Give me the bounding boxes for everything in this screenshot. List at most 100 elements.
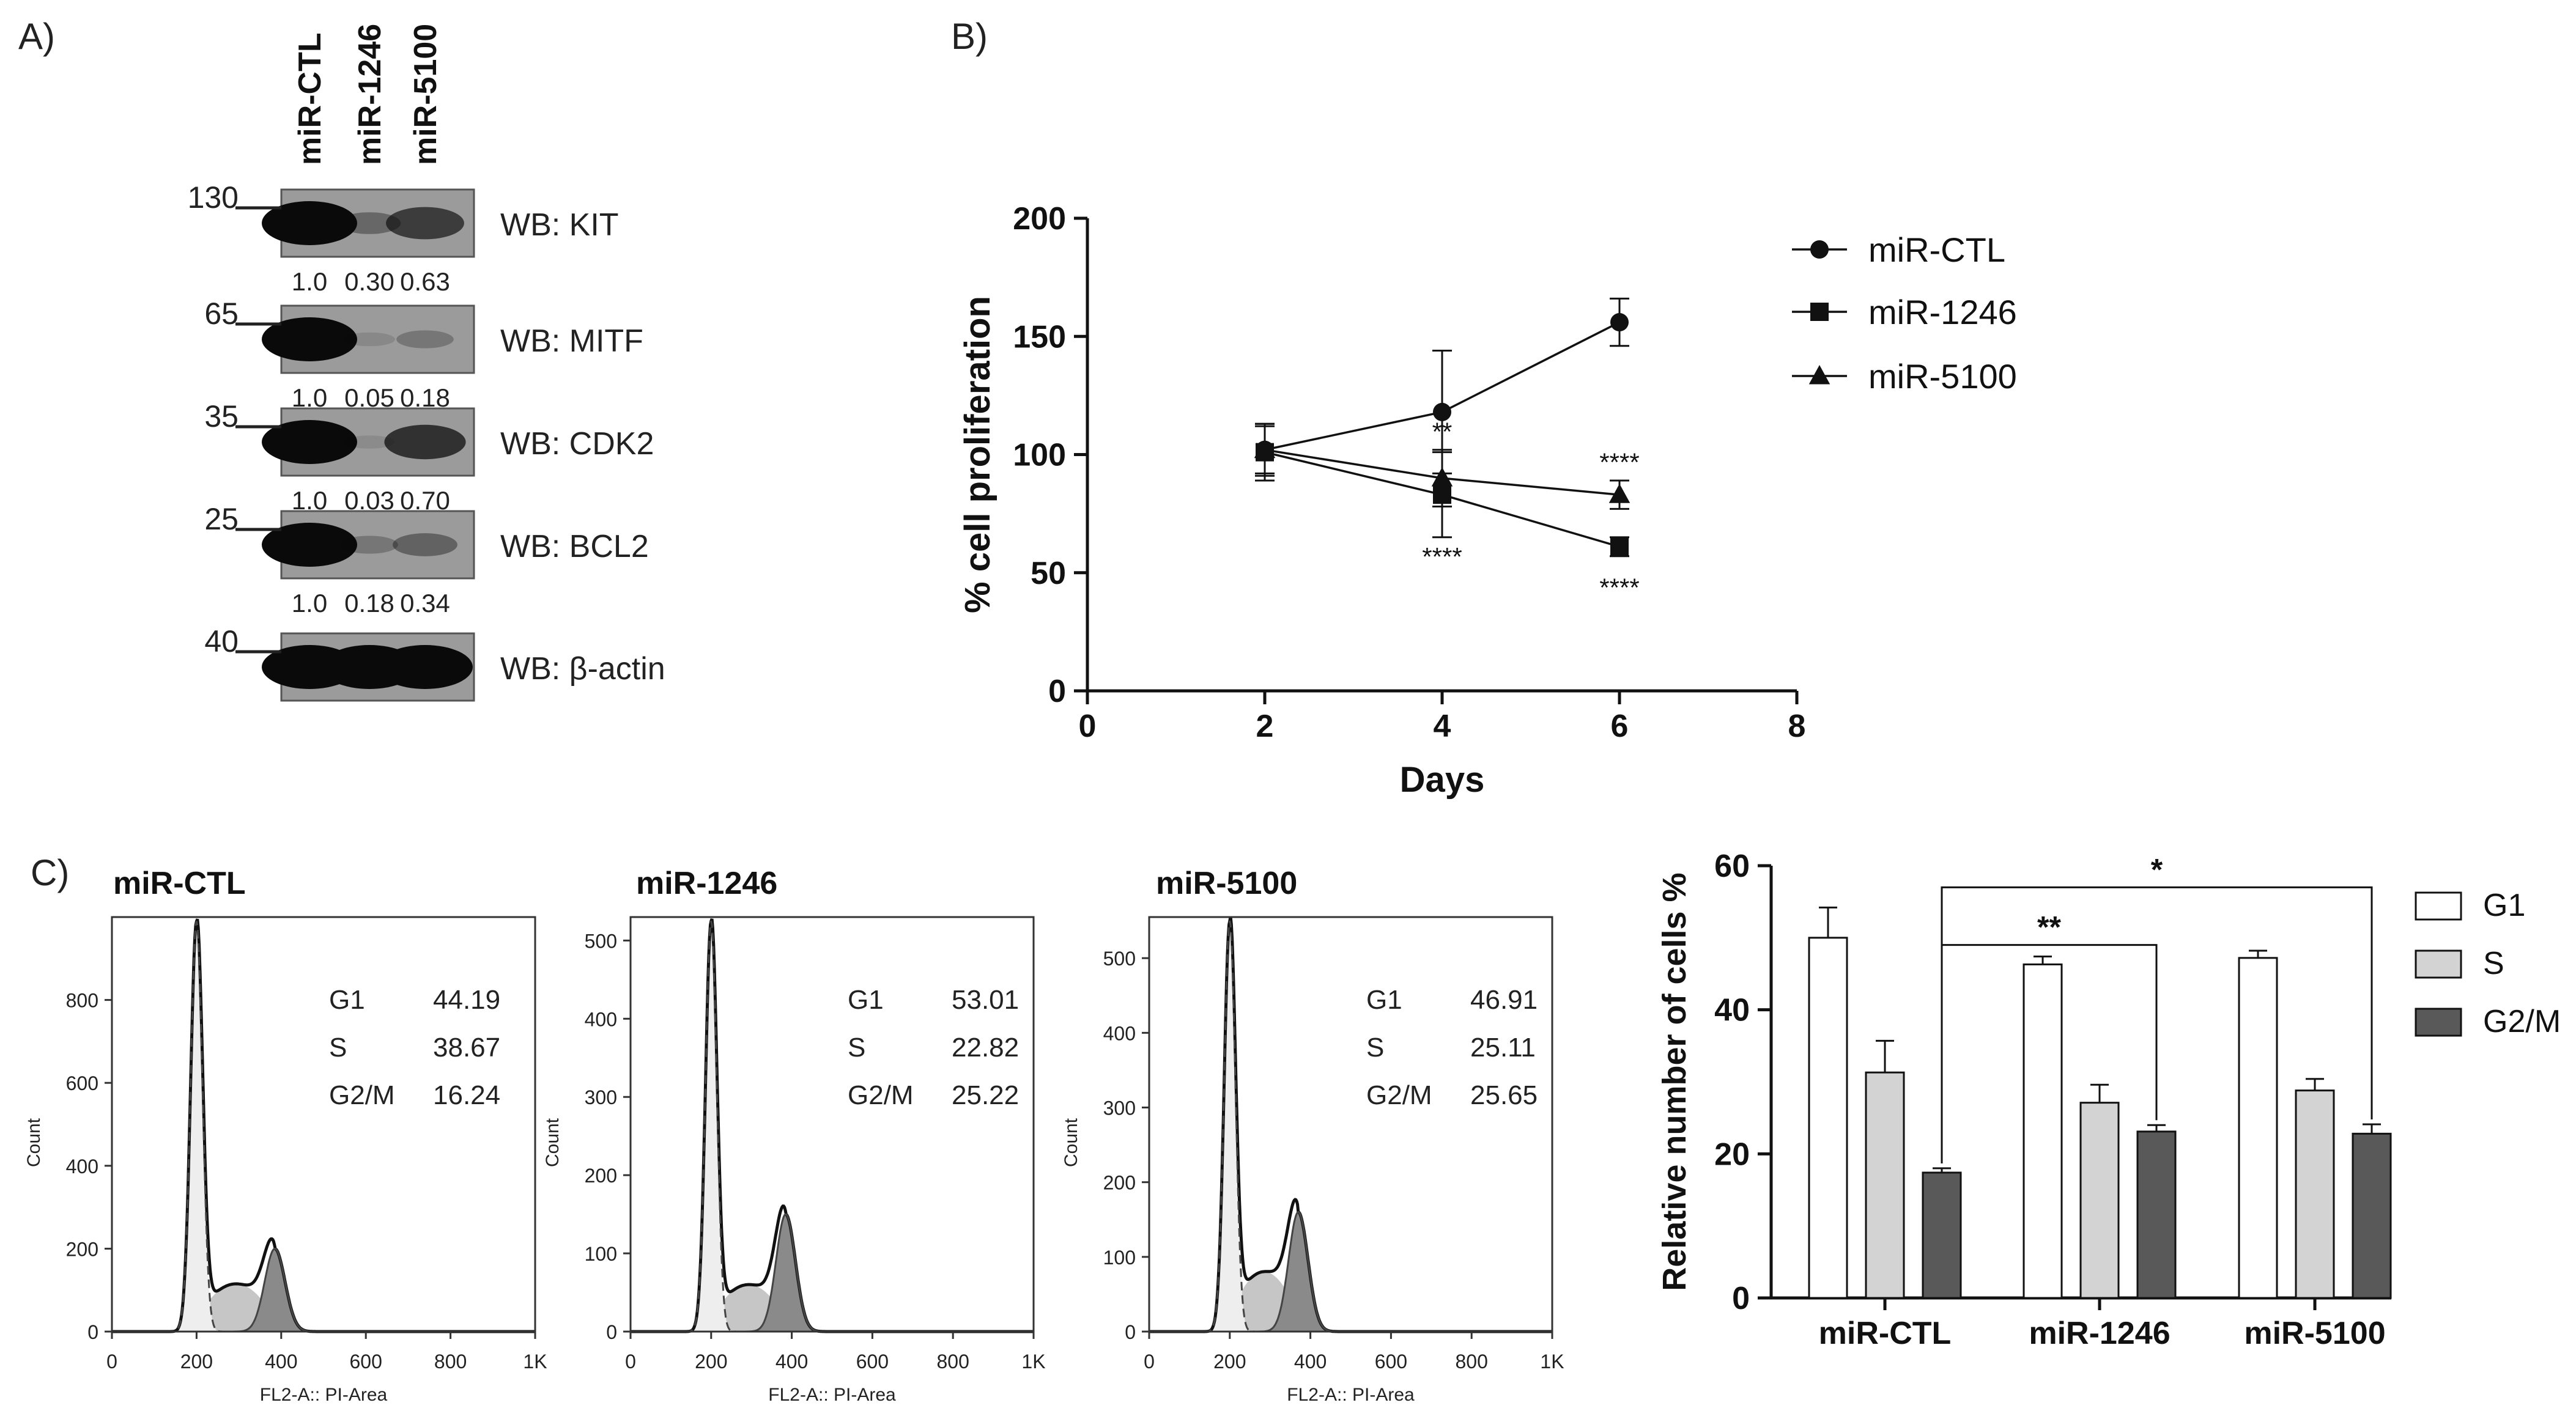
y-tick-label: 40: [1714, 993, 1750, 1028]
x-tick-label: 600: [1375, 1351, 1407, 1373]
phase-value: 38.67: [433, 1033, 500, 1063]
western-blot-panel: miR-CTL miR-1246 miR-5100 130 WB: KIT 1.0 0.30…: [188, 24, 665, 702]
y-tick-label: 600: [66, 1072, 98, 1094]
blot-label: WB: β-actin: [500, 651, 665, 687]
legend-label: G2/M: [2483, 1004, 2561, 1039]
x-tick-label: 200: [1213, 1351, 1246, 1373]
significance-mark: ****: [1599, 448, 1639, 477]
x-tick-label: 600: [350, 1351, 382, 1373]
blot-band: [344, 435, 395, 449]
phase-value: 16.24: [433, 1080, 500, 1110]
bar: [2352, 1132, 2392, 1299]
histogram-frame: [1148, 916, 1553, 1333]
histogram-g1-area: [631, 921, 1034, 1332]
phase-label: S: [1366, 1033, 1384, 1063]
marker-label: 65: [204, 297, 239, 331]
histogram-g1-fit: [631, 921, 1034, 1333]
quant-value: 0.18: [400, 383, 450, 412]
histogram-s-area: [112, 1284, 535, 1332]
blot-band: [262, 201, 357, 245]
bar: [1922, 1171, 1962, 1299]
blot-band: [338, 212, 401, 234]
histogram-title: miR-CTL: [113, 866, 246, 901]
histogram-g2m-fit: [112, 1248, 535, 1333]
legend-label: miR-CTL: [1868, 230, 2005, 269]
y-tick-label: 300: [1103, 1097, 1136, 1119]
data-point: [1608, 484, 1630, 503]
quant-value: 1.0: [292, 486, 327, 515]
quant-value: 0.70: [400, 486, 450, 515]
blot-band: [262, 317, 357, 361]
histogram-s-area: [631, 1284, 1034, 1332]
histogram-g2m-fit: [1149, 1211, 1552, 1333]
legend-label: G1: [2483, 888, 2525, 923]
histogram-g2m-fit: [631, 1213, 1034, 1333]
y-tick-label: 100: [1013, 438, 1066, 473]
quant-value: 1.0: [292, 383, 327, 412]
legend-label: miR-1246: [1868, 293, 2017, 331]
proliferation-line-chart: 0 50 100 150 200 0 2 4 6 8 Days % cell proliferatio…: [958, 201, 2017, 800]
blot-band: [393, 533, 457, 556]
phase-label: S: [848, 1033, 865, 1063]
x-tick-label: 0: [1144, 1351, 1155, 1373]
y-tick-label: 0: [1048, 674, 1066, 709]
quant-value: 0.03: [344, 486, 394, 515]
histogram-title: miR-5100: [1156, 866, 1297, 901]
phase-label: G1: [1366, 985, 1402, 1015]
x-tick-label: 400: [1294, 1351, 1327, 1373]
marker-label: 40: [204, 624, 239, 658]
cell-cycle-bar-chart: 0 20 40 60 Relative number of cells % miR-CTL…: [1656, 849, 2561, 1351]
x-tick-label: 8: [1788, 709, 1806, 744]
marker-label: 25: [204, 502, 239, 536]
blot-band: [262, 523, 357, 567]
y-tick-label: 200: [585, 1165, 617, 1187]
y-tick-label: 60: [1714, 849, 1750, 884]
marker-label: 35: [204, 399, 239, 433]
x-tick-label: 0: [1079, 709, 1097, 744]
histogram-outline: [631, 918, 1034, 1333]
phase-value: 22.82: [952, 1033, 1019, 1063]
data-point: [1610, 313, 1629, 332]
y-tick-label: 50: [1031, 556, 1066, 591]
x-tick-label: 1K: [523, 1351, 547, 1373]
phase-label: S: [329, 1033, 347, 1063]
quant-value: 0.18: [344, 589, 394, 617]
blot-band: [386, 207, 464, 240]
x-tick-label: 0: [106, 1351, 117, 1373]
blot-label: WB: KIT: [500, 207, 619, 243]
data-point: [1254, 438, 1276, 459]
legend-swatch: [2415, 891, 2462, 921]
bar: [1808, 937, 1848, 1299]
y-tick-label: 300: [585, 1086, 617, 1108]
significance-mark: ****: [1422, 542, 1462, 571]
y-tick-label: 200: [66, 1238, 98, 1260]
y-tick-label: 200: [1103, 1172, 1136, 1194]
y-axis-label: Count: [24, 1118, 44, 1167]
histogram-outline: [1149, 916, 1552, 1333]
x-tick-label: 1K: [1021, 1351, 1045, 1373]
x-tick-label: 800: [434, 1351, 467, 1373]
marker-label: 130: [188, 180, 239, 215]
phase-value: 53.01: [952, 985, 1019, 1015]
y-tick-label: 150: [1013, 319, 1066, 355]
bar: [2136, 1130, 2177, 1299]
histogram-g2m-area: [112, 1248, 535, 1332]
x-tick-label: 6: [1611, 709, 1629, 744]
x-axis-label: FL2-A:: PI-Area: [1287, 1385, 1415, 1405]
data-point: [1610, 537, 1629, 556]
histogram-outline: [112, 918, 535, 1333]
y-tick-label: 400: [585, 1008, 617, 1030]
bar: [2295, 1089, 2335, 1299]
y-tick-label: 400: [1103, 1022, 1136, 1044]
x-tick-label: 600: [856, 1351, 889, 1373]
blot-band: [377, 645, 473, 689]
panel-label-b: B): [951, 16, 988, 57]
category-label: miR-1246: [2029, 1316, 2170, 1351]
phase-value: 25.65: [1470, 1080, 1538, 1110]
y-tick-label: 0: [1125, 1321, 1136, 1343]
legend-marker: [1808, 365, 1830, 385]
x-tick-label: 2: [1256, 709, 1274, 744]
y-tick-label: 500: [1103, 948, 1136, 970]
